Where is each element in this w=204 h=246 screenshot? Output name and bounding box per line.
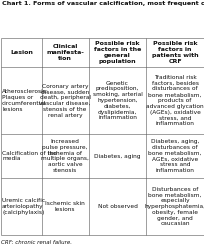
Text: Ischemic skin
lesions: Ischemic skin lesions xyxy=(45,201,85,212)
Text: Atherosclerosis:
Plaques or
circumferential
lesions: Atherosclerosis: Plaques or circumferent… xyxy=(2,89,49,112)
Text: Possible risk
factors in the
general
population: Possible risk factors in the general pop… xyxy=(93,41,140,64)
Text: Uremic calcific
arteriolopathy
(calciphylaxis): Uremic calcific arteriolopathy (calciphy… xyxy=(2,198,45,215)
Text: Lesion: Lesion xyxy=(10,50,33,55)
Text: Not observed: Not observed xyxy=(97,204,137,209)
Text: Chart 1. Forms of vascular calcification, most frequent clinical settings, and r: Chart 1. Forms of vascular calcification… xyxy=(2,1,204,6)
Text: Coronary artery
disease, sudden
death, peripheral
vascular disease,
stenosis of : Coronary artery disease, sudden death, p… xyxy=(39,84,90,118)
Text: Diabetes, aging: Diabetes, aging xyxy=(94,154,140,159)
Text: Calcification of the
media: Calcification of the media xyxy=(2,151,57,161)
Text: Clinical
manifesta-
tion: Clinical manifesta- tion xyxy=(46,44,84,61)
Text: Traditional risk
factors, besides
disturbances of
bone metabolism,
products of
a: Traditional risk factors, besides distur… xyxy=(146,75,203,126)
Text: CRF: chronic renal failure.: CRF: chronic renal failure. xyxy=(1,240,72,245)
Text: Possible risk
factors in
patients with
CRF: Possible risk factors in patients with C… xyxy=(151,41,197,64)
Text: Disturbances of
bone metabolism,
especially
hyperphosphatemia,
obesity, female
g: Disturbances of bone metabolism, especia… xyxy=(144,187,204,227)
Text: Diabetes, aging,
disturbances of
bone metabolism,
AGEs, oxidative
stress and
inf: Diabetes, aging, disturbances of bone me… xyxy=(148,139,201,173)
Text: Genetic
predisposition,
smoking, arterial
hypertension,
diabetes,
dyslipidemia,
: Genetic predisposition, smoking, arteria… xyxy=(92,81,142,121)
Text: Increased
pulse pressure,
ischemia of
multiple organs,
aortic valve
stenosis: Increased pulse pressure, ischemia of mu… xyxy=(41,139,89,173)
